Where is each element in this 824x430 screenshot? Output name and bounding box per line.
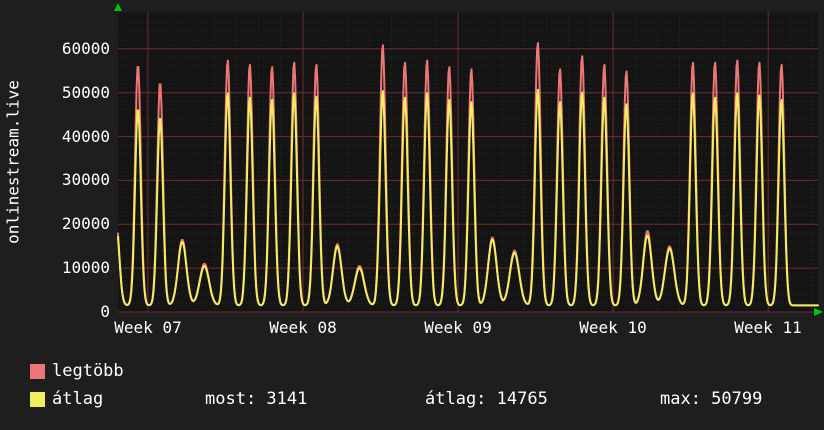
legend-label-atlag: átlag <box>52 389 104 409</box>
y-tick-label: 10000 <box>61 258 110 277</box>
x-tick-label: Week 11 <box>734 318 802 337</box>
y-tick-label: 30000 <box>61 170 110 189</box>
legend-label-legtobb: legtöbb <box>52 361 124 381</box>
y-axis-arrow <box>114 3 122 11</box>
x-tick-label: Week 09 <box>424 318 492 337</box>
legend-row-atlag: átlag most: 3141 átlag: 14765 max: 50799 <box>0 388 824 416</box>
y-tick-label: 40000 <box>61 127 110 146</box>
x-axis-arrow <box>814 308 823 316</box>
y-tick-label: 50000 <box>61 83 110 102</box>
x-tick-label: Week 07 <box>114 318 182 337</box>
x-tick-label: Week 10 <box>579 318 647 337</box>
stat-most: most: 3141 <box>205 389 308 409</box>
series-atlag-line <box>117 88 819 307</box>
legend-swatch-legtobb <box>30 364 45 379</box>
chart-canvas <box>114 3 823 316</box>
x-tick-label: Week 08 <box>269 318 337 337</box>
legend-swatch-atlag <box>30 392 45 407</box>
legend-row-legtobb: legtöbb <box>0 360 824 388</box>
stat-atlag: átlag: 14765 <box>425 389 548 409</box>
legend: legtöbb átlag most: 3141 átlag: 14765 ma… <box>0 360 824 416</box>
stat-max: max: 50799 <box>660 389 763 409</box>
chart-area: 0 10000 20000 30000 40000 50000 60000 Week 07 W… <box>61 3 823 337</box>
y-tick-label: 0 <box>100 302 110 321</box>
y-tick-label: 60000 <box>61 39 110 58</box>
y-tick-label: 20000 <box>61 214 110 233</box>
